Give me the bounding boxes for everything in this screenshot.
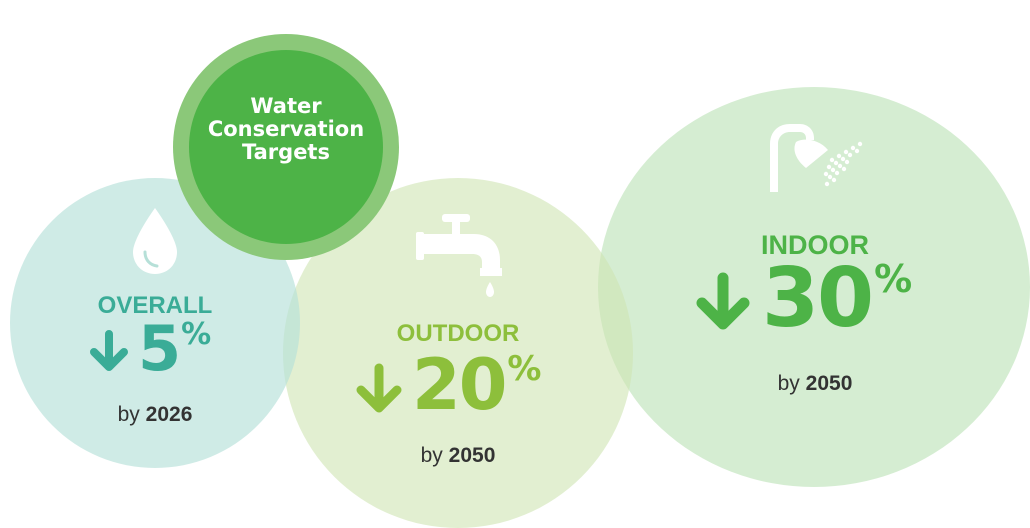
overall-percent-value: 5 [138, 312, 181, 385]
faucet-icon [416, 214, 502, 297]
indoor-percent-symbol: % [874, 257, 913, 301]
title-line-2: Conservation [207, 117, 365, 141]
arrow-down-icon [696, 272, 750, 330]
water-drop-icon [133, 208, 177, 274]
overall-label: OVERALL [97, 292, 213, 319]
outdoor-year: 2050 [448, 444, 496, 467]
indoor-deadline: by 2050 [716, 372, 914, 396]
title-circle [189, 50, 383, 244]
page-title: Water Conservation Targets [189, 95, 383, 164]
outdoor-percent-value: 20 [412, 344, 507, 426]
indoor-by-word: by [777, 372, 800, 395]
outdoor-by-word: by [420, 444, 443, 467]
indoor-percent-value: 30 [762, 251, 874, 346]
title-line-3: Targets [242, 140, 330, 164]
arrow-down-icon [90, 330, 128, 371]
indoor-label: INDOOR [761, 230, 869, 260]
overall-deadline: by 2026 [60, 403, 250, 427]
overall-by-word: by [117, 403, 140, 426]
indoor-percent: 30 % [692, 258, 912, 340]
overall-year: 2026 [145, 403, 193, 426]
indoor-year: 2050 [805, 372, 853, 395]
outdoor-label: OUTDOOR [396, 320, 520, 347]
outdoor-percent-symbol: % [507, 349, 542, 389]
arrow-down-icon [356, 363, 402, 413]
overall-percent-symbol: % [181, 317, 212, 352]
outdoor-percent: 20 % [352, 350, 542, 420]
outdoor-deadline: by 2050 [360, 444, 556, 468]
shower-icon [770, 124, 863, 192]
overall-percent: 5 % [86, 318, 211, 380]
title-line-1: Water [250, 94, 322, 118]
